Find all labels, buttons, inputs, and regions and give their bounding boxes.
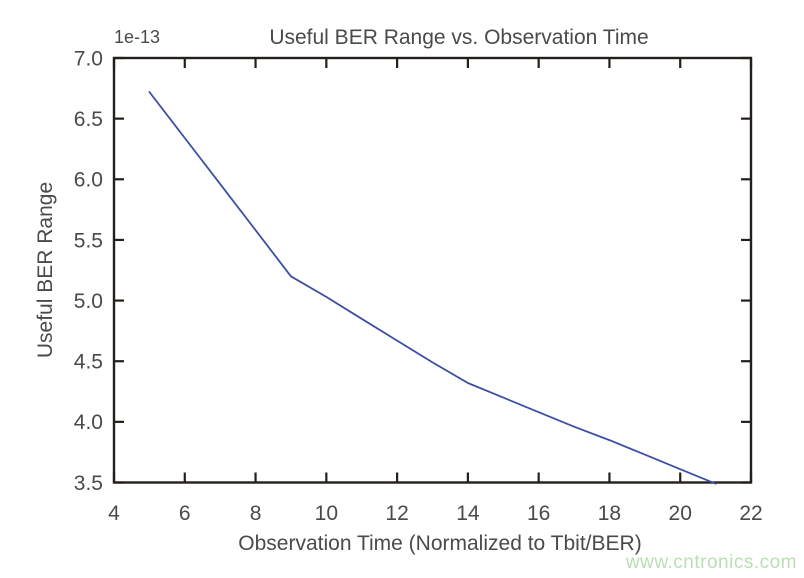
- x-tick-label: 6: [179, 502, 191, 525]
- x-axis-tick-labels: 4 6 8 10 12 14 16 18 20 22: [108, 502, 763, 525]
- y-tick-label: 4.5: [74, 351, 103, 374]
- chart-title: Useful BER Range vs. Observation Time: [269, 26, 648, 49]
- y-tick-label: 5.0: [74, 290, 103, 313]
- plot-area: [112, 56, 753, 484]
- x-tick-label: 16: [527, 502, 550, 525]
- x-tick-label: 10: [315, 502, 338, 525]
- axis-ticks: [112, 56, 753, 484]
- ber-range-line: [148, 91, 717, 485]
- y-tick-label: 5.5: [74, 229, 103, 252]
- x-tick-label: 4: [108, 502, 120, 525]
- y-tick-label: 6.5: [74, 108, 103, 131]
- x-axis-label: Observation Time (Normalized to Tbit/BER…: [238, 532, 641, 555]
- y-axis-offset-label: 1e-13: [114, 27, 160, 47]
- y-tick-label: 4.0: [74, 411, 103, 434]
- watermark: www.cntronics.com: [625, 552, 797, 573]
- y-axis-tick-labels: 3.5 4.0 4.5 5.0 5.5 6.0 6.5 7.0: [74, 47, 103, 495]
- y-axis-label: Useful BER Range: [34, 182, 57, 358]
- x-tick-label: 22: [739, 502, 762, 525]
- y-tick-label: 3.5: [74, 472, 103, 495]
- x-tick-label: 14: [456, 502, 480, 525]
- x-tick-label: 20: [669, 502, 692, 525]
- y-tick-label: 6.0: [74, 169, 103, 192]
- x-tick-label: 12: [385, 502, 408, 525]
- x-tick-label: 8: [250, 502, 262, 525]
- x-tick-label: 18: [598, 502, 621, 525]
- y-tick-label: 7.0: [74, 47, 103, 70]
